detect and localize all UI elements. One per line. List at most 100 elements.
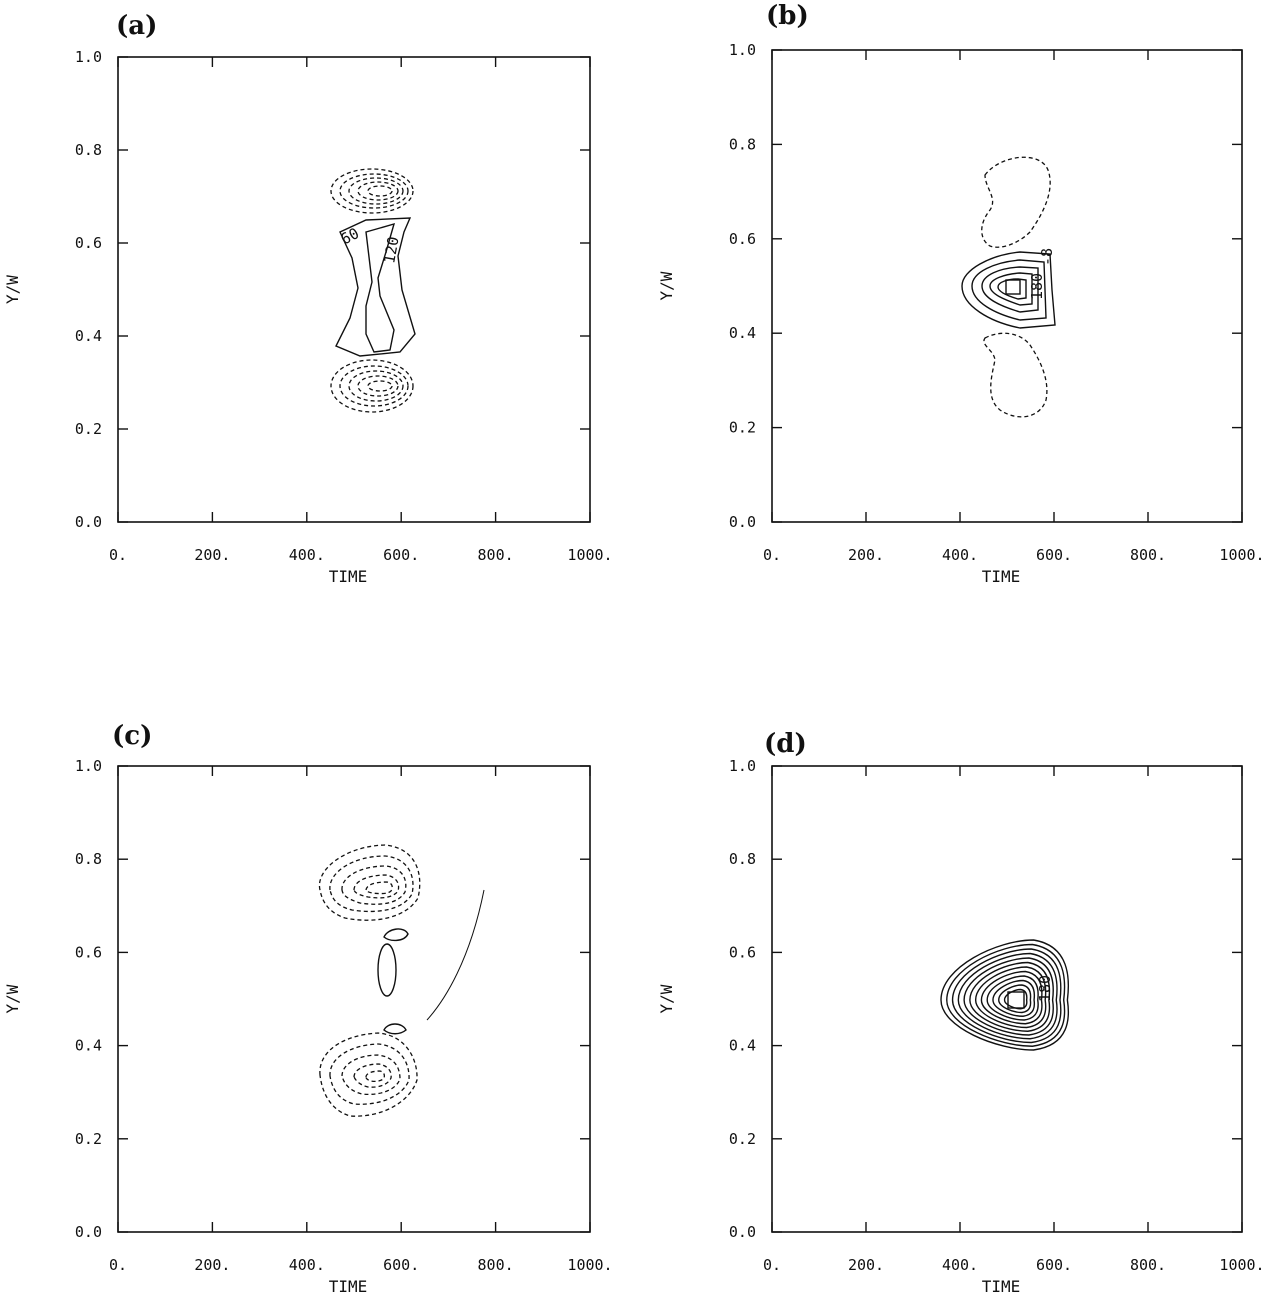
pos-contour — [992, 979, 1036, 1017]
x-tick-label: 800. — [478, 546, 514, 564]
x-tick-label: 600. — [1036, 546, 1072, 564]
pos-contour-center — [377, 943, 397, 997]
neg-contour — [319, 1032, 418, 1117]
pos-contour — [981, 266, 1039, 313]
pos-contour — [986, 975, 1039, 1021]
pos-contour-60 — [335, 217, 416, 357]
panel-c-negative-upper — [318, 844, 421, 921]
y-tick-label: 0.2 — [729, 419, 756, 437]
neg-contour — [367, 185, 393, 197]
y-axis-title: Y/W — [657, 984, 676, 1013]
neg-contour — [348, 370, 404, 402]
y-tick-label: 0.8 — [75, 850, 102, 868]
y-tick-label: 0.4 — [729, 324, 756, 342]
neg-contour — [339, 365, 409, 407]
x-tick-label: 1000. — [1219, 1256, 1264, 1274]
y-axis-title: Y/W — [3, 275, 22, 304]
neg-contour — [341, 1054, 401, 1096]
neg-contour — [341, 865, 407, 905]
contour-label-120: 120 — [380, 235, 402, 265]
plot-frame — [771, 49, 1243, 523]
x-tick-label: 400. — [942, 1256, 978, 1274]
y-tick-label: 0.2 — [729, 1130, 756, 1148]
x-tick-label: 1000. — [567, 546, 612, 564]
pos-contour-upper — [383, 928, 409, 942]
neg-contour — [365, 881, 393, 895]
x-tick-label: 0. — [763, 546, 781, 564]
pos-contour — [989, 272, 1033, 306]
y-tick-label: 0.8 — [729, 135, 756, 153]
x-tick-label: 600. — [1036, 1256, 1072, 1274]
neg-contour — [357, 181, 399, 201]
pos-contour — [980, 970, 1043, 1025]
plot-frame — [117, 56, 591, 523]
y-tick-label: 1.0 — [75, 757, 102, 775]
panel-c-negative-lower — [319, 1032, 418, 1117]
panel-b-axes: 0. 200. 400. 600. 800. 1000. 0.0 0.2 0.4 0.6 0.8 1.… — [657, 41, 1265, 586]
pos-contour-lower — [383, 1023, 407, 1035]
pos-contour — [961, 251, 1056, 329]
x-tick-label: 1000. — [567, 1256, 612, 1274]
x-axis-title: TIME — [982, 567, 1021, 586]
neg-contour — [330, 168, 414, 214]
pos-contour-peak — [1007, 991, 1025, 1009]
panel-a: (a) 0. 200. 400. 600. 800. 1000.0.00.20.40.60… — [3, 11, 613, 586]
panel-c: (c) 0. 200. 400. 600. 800. 1000.0.00.20.40.60… — [3, 721, 613, 1296]
pos-contour — [957, 952, 1058, 1040]
y-tick-label: 0.6 — [75, 234, 102, 252]
neg-contour — [348, 177, 404, 205]
neg-contour — [353, 874, 400, 899]
panel-b: (b) 0. 200. 400. 600. 800. 1000.0.00.20.40.60… — [657, 1, 1265, 586]
panel-a-contours: 60 120 — [330, 168, 416, 413]
pos-contour — [969, 961, 1051, 1032]
panel-a-negative-lower — [330, 359, 414, 413]
panel-c-contours — [318, 844, 485, 1117]
neg-contour — [357, 375, 399, 397]
contour-label-60: 60 — [338, 224, 362, 248]
y-tick-label: 0.8 — [729, 850, 756, 868]
panel-c-label: (c) — [112, 721, 152, 751]
pos-contour — [998, 984, 1032, 1014]
y-tick-label: 0.4 — [75, 327, 102, 345]
pos-contour-peak — [1005, 279, 1021, 295]
pos-contour — [951, 948, 1062, 1044]
x-tick-label: 200. — [848, 1256, 884, 1274]
panel-a-label: (a) — [116, 11, 157, 41]
y-tick-label: 0.6 — [729, 230, 756, 248]
x-tick-label: 200. — [194, 546, 230, 564]
x-tick-label: 800. — [1130, 546, 1166, 564]
neg-contour — [318, 844, 421, 921]
plot-frame — [117, 765, 591, 1233]
y-tick-label: 0.2 — [75, 1130, 102, 1148]
y-axis-title: Y/W — [657, 271, 676, 300]
x-tick-label: 200. — [194, 1256, 230, 1274]
x-axis-title: TIME — [329, 567, 368, 586]
panel-d-label: (d) — [764, 729, 807, 759]
y-tick-label: 0.4 — [729, 1037, 756, 1055]
y-tick-label: 0.4 — [75, 1037, 102, 1055]
panel-c-axes: 0. 200. 400. 600. 800. 1000. 0.0 0.2 0.4 0.6 0.8 1.… — [3, 757, 613, 1296]
pos-contour — [963, 957, 1054, 1036]
contour-label-180: 180 — [1036, 975, 1054, 1002]
pos-contour — [940, 939, 1070, 1051]
pos-contour — [946, 943, 1066, 1047]
y-tick-label: 0.0 — [75, 513, 102, 531]
contour-label-neg: -8 — [1038, 248, 1056, 266]
y-tick-label: 0.6 — [75, 943, 102, 961]
x-tick-label: 400. — [289, 546, 325, 564]
x-tick-label: 0. — [109, 546, 127, 564]
pos-contour — [974, 966, 1047, 1029]
neg-contour — [339, 173, 409, 209]
x-tick-label: 600. — [383, 1256, 419, 1274]
y-tick-label: 0.0 — [75, 1223, 102, 1241]
y-tick-label: 0.0 — [729, 1223, 756, 1241]
x-tick-label: 400. — [289, 1256, 325, 1274]
x-tick-label: 800. — [478, 1256, 514, 1274]
y-tick-label: 1.0 — [729, 757, 756, 775]
panel-b-contours: 180 -8 — [961, 156, 1056, 418]
x-tick-label: 400. — [942, 546, 978, 564]
y-tick-label: 1.0 — [729, 41, 756, 59]
pos-contour-line — [426, 889, 485, 1021]
panel-d-contours — [940, 939, 1070, 1051]
